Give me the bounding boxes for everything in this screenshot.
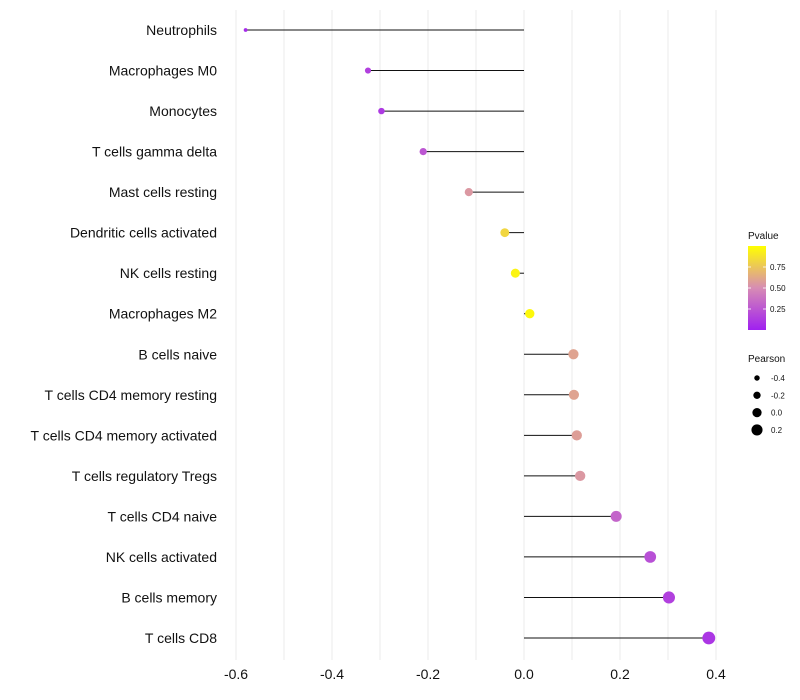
category-label: Mast cells resting (109, 184, 217, 200)
legend-pearson-point (752, 407, 762, 418)
legend-pvalue-tick-label: 0.25 (770, 305, 786, 314)
category-label: Dendritic cells activated (70, 225, 217, 241)
lollipop-point[interactable] (510, 268, 520, 278)
legend-pearson-label: -0.4 (771, 374, 785, 383)
category-label: Macrophages M2 (109, 306, 217, 322)
category-label: T cells gamma delta (92, 144, 217, 160)
x-tick-label: 0.0 (514, 666, 534, 682)
category-label: T cells CD8 (145, 630, 217, 646)
category-label: B cells naive (138, 346, 217, 362)
legend-pearson-label: 0.2 (771, 426, 783, 435)
x-tick-label: 0.4 (706, 666, 726, 682)
lollipop-point[interactable] (702, 631, 716, 645)
category-label: B cells memory (121, 589, 217, 605)
legend-pearson-point (753, 391, 761, 399)
lollipop-point[interactable] (610, 510, 622, 522)
lollipop-point[interactable] (364, 67, 372, 74)
x-tick-label: -0.6 (224, 666, 248, 682)
x-tick-label: -0.4 (320, 666, 344, 682)
category-label: T cells regulatory Tregs (72, 468, 217, 484)
legend-pearson-title: Pearson (748, 354, 785, 365)
legend-pvalue-colorbar (748, 246, 766, 330)
lollipop-point[interactable] (568, 349, 579, 360)
legend-pearson-point (754, 375, 760, 381)
lollipop-point[interactable] (571, 430, 582, 441)
lollipop-point[interactable] (243, 28, 248, 32)
lollipop-point[interactable] (500, 228, 510, 238)
x-tick-label: -0.2 (416, 666, 440, 682)
x-tick-label: 0.2 (610, 666, 630, 682)
lollipop-point[interactable] (525, 309, 535, 319)
lollipop-point[interactable] (662, 591, 675, 604)
category-label: Macrophages M0 (109, 63, 217, 79)
lollipop-point[interactable] (644, 551, 657, 563)
category-label: NK cells activated (106, 549, 217, 565)
legend-pvalue-tick-label: 0.75 (770, 263, 786, 272)
legend-pearson-label: -0.2 (771, 391, 785, 400)
lollipop-point[interactable] (464, 188, 473, 197)
legend-pearson-point (751, 424, 763, 436)
lollipop-point[interactable] (419, 147, 427, 156)
lollipop-point[interactable] (378, 107, 385, 115)
legend-pearson-label: 0.0 (771, 409, 783, 418)
category-label: T cells CD4 memory activated (31, 427, 217, 443)
category-label: T cells CD4 naive (108, 508, 218, 524)
legend-pvalue-title: Pvalue (748, 231, 779, 242)
lollipop-point[interactable] (574, 470, 586, 482)
category-label: Neutrophils (146, 22, 217, 38)
legend-pvalue-tick-label: 0.50 (770, 284, 786, 293)
lollipop-point[interactable] (568, 389, 580, 400)
category-label: NK cells resting (120, 265, 217, 281)
category-label: T cells CD4 memory resting (45, 387, 217, 403)
category-label: Monocytes (149, 103, 217, 119)
